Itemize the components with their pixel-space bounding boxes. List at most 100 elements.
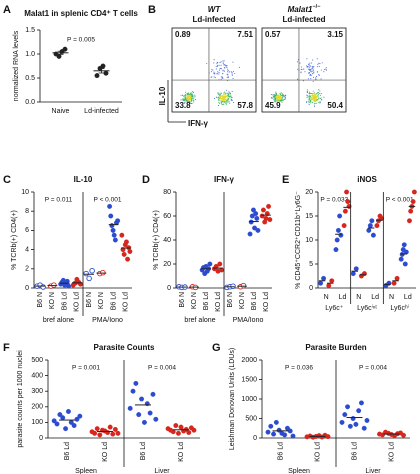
- x-tick-label: Ld: [404, 294, 412, 301]
- x-tick-label: Ld-infected: [84, 108, 119, 115]
- event-dot: [318, 74, 320, 76]
- x-tick-label: KO Ld: [123, 292, 130, 312]
- data-point: [191, 427, 197, 433]
- event-dot: [299, 62, 301, 64]
- event-dot: [213, 76, 215, 78]
- event-dot: [320, 69, 322, 71]
- event-dot: [306, 89, 308, 91]
- y-axis-label: parasite counts per 1000 nuclei: [17, 350, 24, 448]
- event-dot: [190, 95, 192, 97]
- group-label: Liver: [154, 468, 170, 474]
- panel-title: Parasite Burden: [305, 343, 366, 352]
- event-dot: [192, 91, 194, 93]
- panel-title: iNOS: [357, 175, 377, 184]
- event-dot: [225, 103, 227, 105]
- x-tick-label: KO Ld: [178, 442, 185, 462]
- x-tick-label: KO N: [49, 292, 56, 309]
- event-dot: [227, 97, 229, 99]
- data-point: [273, 419, 279, 425]
- event-dot: [230, 71, 232, 73]
- event-dot: [312, 101, 314, 104]
- event-dot: [220, 78, 222, 80]
- event-dot: [281, 94, 283, 96]
- data-point: [408, 208, 414, 214]
- event-dot: [231, 74, 233, 76]
- event-dot: [280, 99, 282, 101]
- y-tick-label: 1500: [241, 376, 257, 383]
- event-dot: [278, 94, 280, 96]
- p-value: P < 0.001: [94, 197, 122, 204]
- x-tick-label: KO Ld: [74, 292, 81, 312]
- event-dot: [229, 96, 231, 98]
- data-point: [370, 232, 376, 238]
- event-dot: [217, 64, 219, 67]
- event-dot: [186, 98, 188, 100]
- event-dot: [280, 98, 282, 100]
- event-dot: [275, 96, 277, 98]
- y-tick-label: 0: [39, 435, 43, 442]
- event-dot: [229, 94, 231, 96]
- y-axis-label: IL-10: [158, 86, 167, 105]
- event-dot: [231, 72, 233, 74]
- event-dot: [313, 92, 315, 94]
- event-dot: [223, 64, 225, 66]
- event-dot: [311, 98, 313, 101]
- event-dot: [219, 96, 222, 98]
- data-point: [338, 232, 344, 238]
- event-dot: [308, 69, 310, 71]
- event-dot: [225, 66, 227, 68]
- event-dot: [190, 103, 192, 105]
- event-dot: [184, 98, 186, 101]
- data-point: [77, 413, 83, 419]
- event-dot: [275, 91, 277, 93]
- y-tick-label: 100: [31, 419, 43, 426]
- event-dot: [213, 73, 215, 75]
- data-point: [401, 242, 407, 248]
- event-dot: [213, 71, 215, 73]
- data-point: [107, 424, 113, 430]
- data-point: [398, 256, 404, 262]
- event-dot: [217, 71, 219, 73]
- event-dot: [308, 99, 310, 101]
- event-dot: [310, 100, 312, 102]
- event-dot: [307, 78, 309, 80]
- event-dot: [273, 99, 275, 101]
- event-dot: [221, 76, 223, 78]
- event-dot: [189, 97, 191, 99]
- event-dot: [218, 72, 220, 74]
- data-point: [178, 424, 184, 430]
- event-dot: [313, 95, 315, 97]
- event-dot: [184, 101, 186, 103]
- event-dot: [317, 95, 319, 97]
- data-point: [110, 431, 116, 437]
- event-dot: [194, 96, 196, 98]
- event-dot: [312, 68, 314, 70]
- data-point: [136, 412, 142, 418]
- event-dot: [182, 97, 184, 100]
- data-point: [253, 211, 259, 217]
- event-dot: [185, 96, 187, 98]
- event-dot: [315, 96, 317, 98]
- x-tick-label: KO N: [239, 292, 246, 309]
- event-dot: [308, 68, 310, 70]
- x-tick-label: KO Ld: [215, 292, 222, 312]
- event-dot: [185, 95, 187, 97]
- group-label: PMA/Iono: [92, 317, 123, 324]
- data-point: [105, 430, 111, 435]
- event-dot: [218, 69, 221, 71]
- group-label: Ly6c⁺: [325, 305, 344, 312]
- event-dot: [212, 69, 214, 71]
- event-dot: [315, 93, 318, 95]
- event-dot: [228, 101, 230, 103]
- event-dot: [315, 77, 317, 79]
- event-dot: [279, 96, 281, 98]
- p-value: P = 0.036: [285, 365, 313, 372]
- event-dot: [234, 72, 236, 75]
- x-tick-label: KO N: [98, 292, 105, 309]
- event-dot: [226, 95, 228, 97]
- event-dot: [191, 100, 193, 102]
- data-point: [255, 227, 261, 233]
- event-dot: [223, 98, 225, 100]
- event-dot: [216, 97, 218, 99]
